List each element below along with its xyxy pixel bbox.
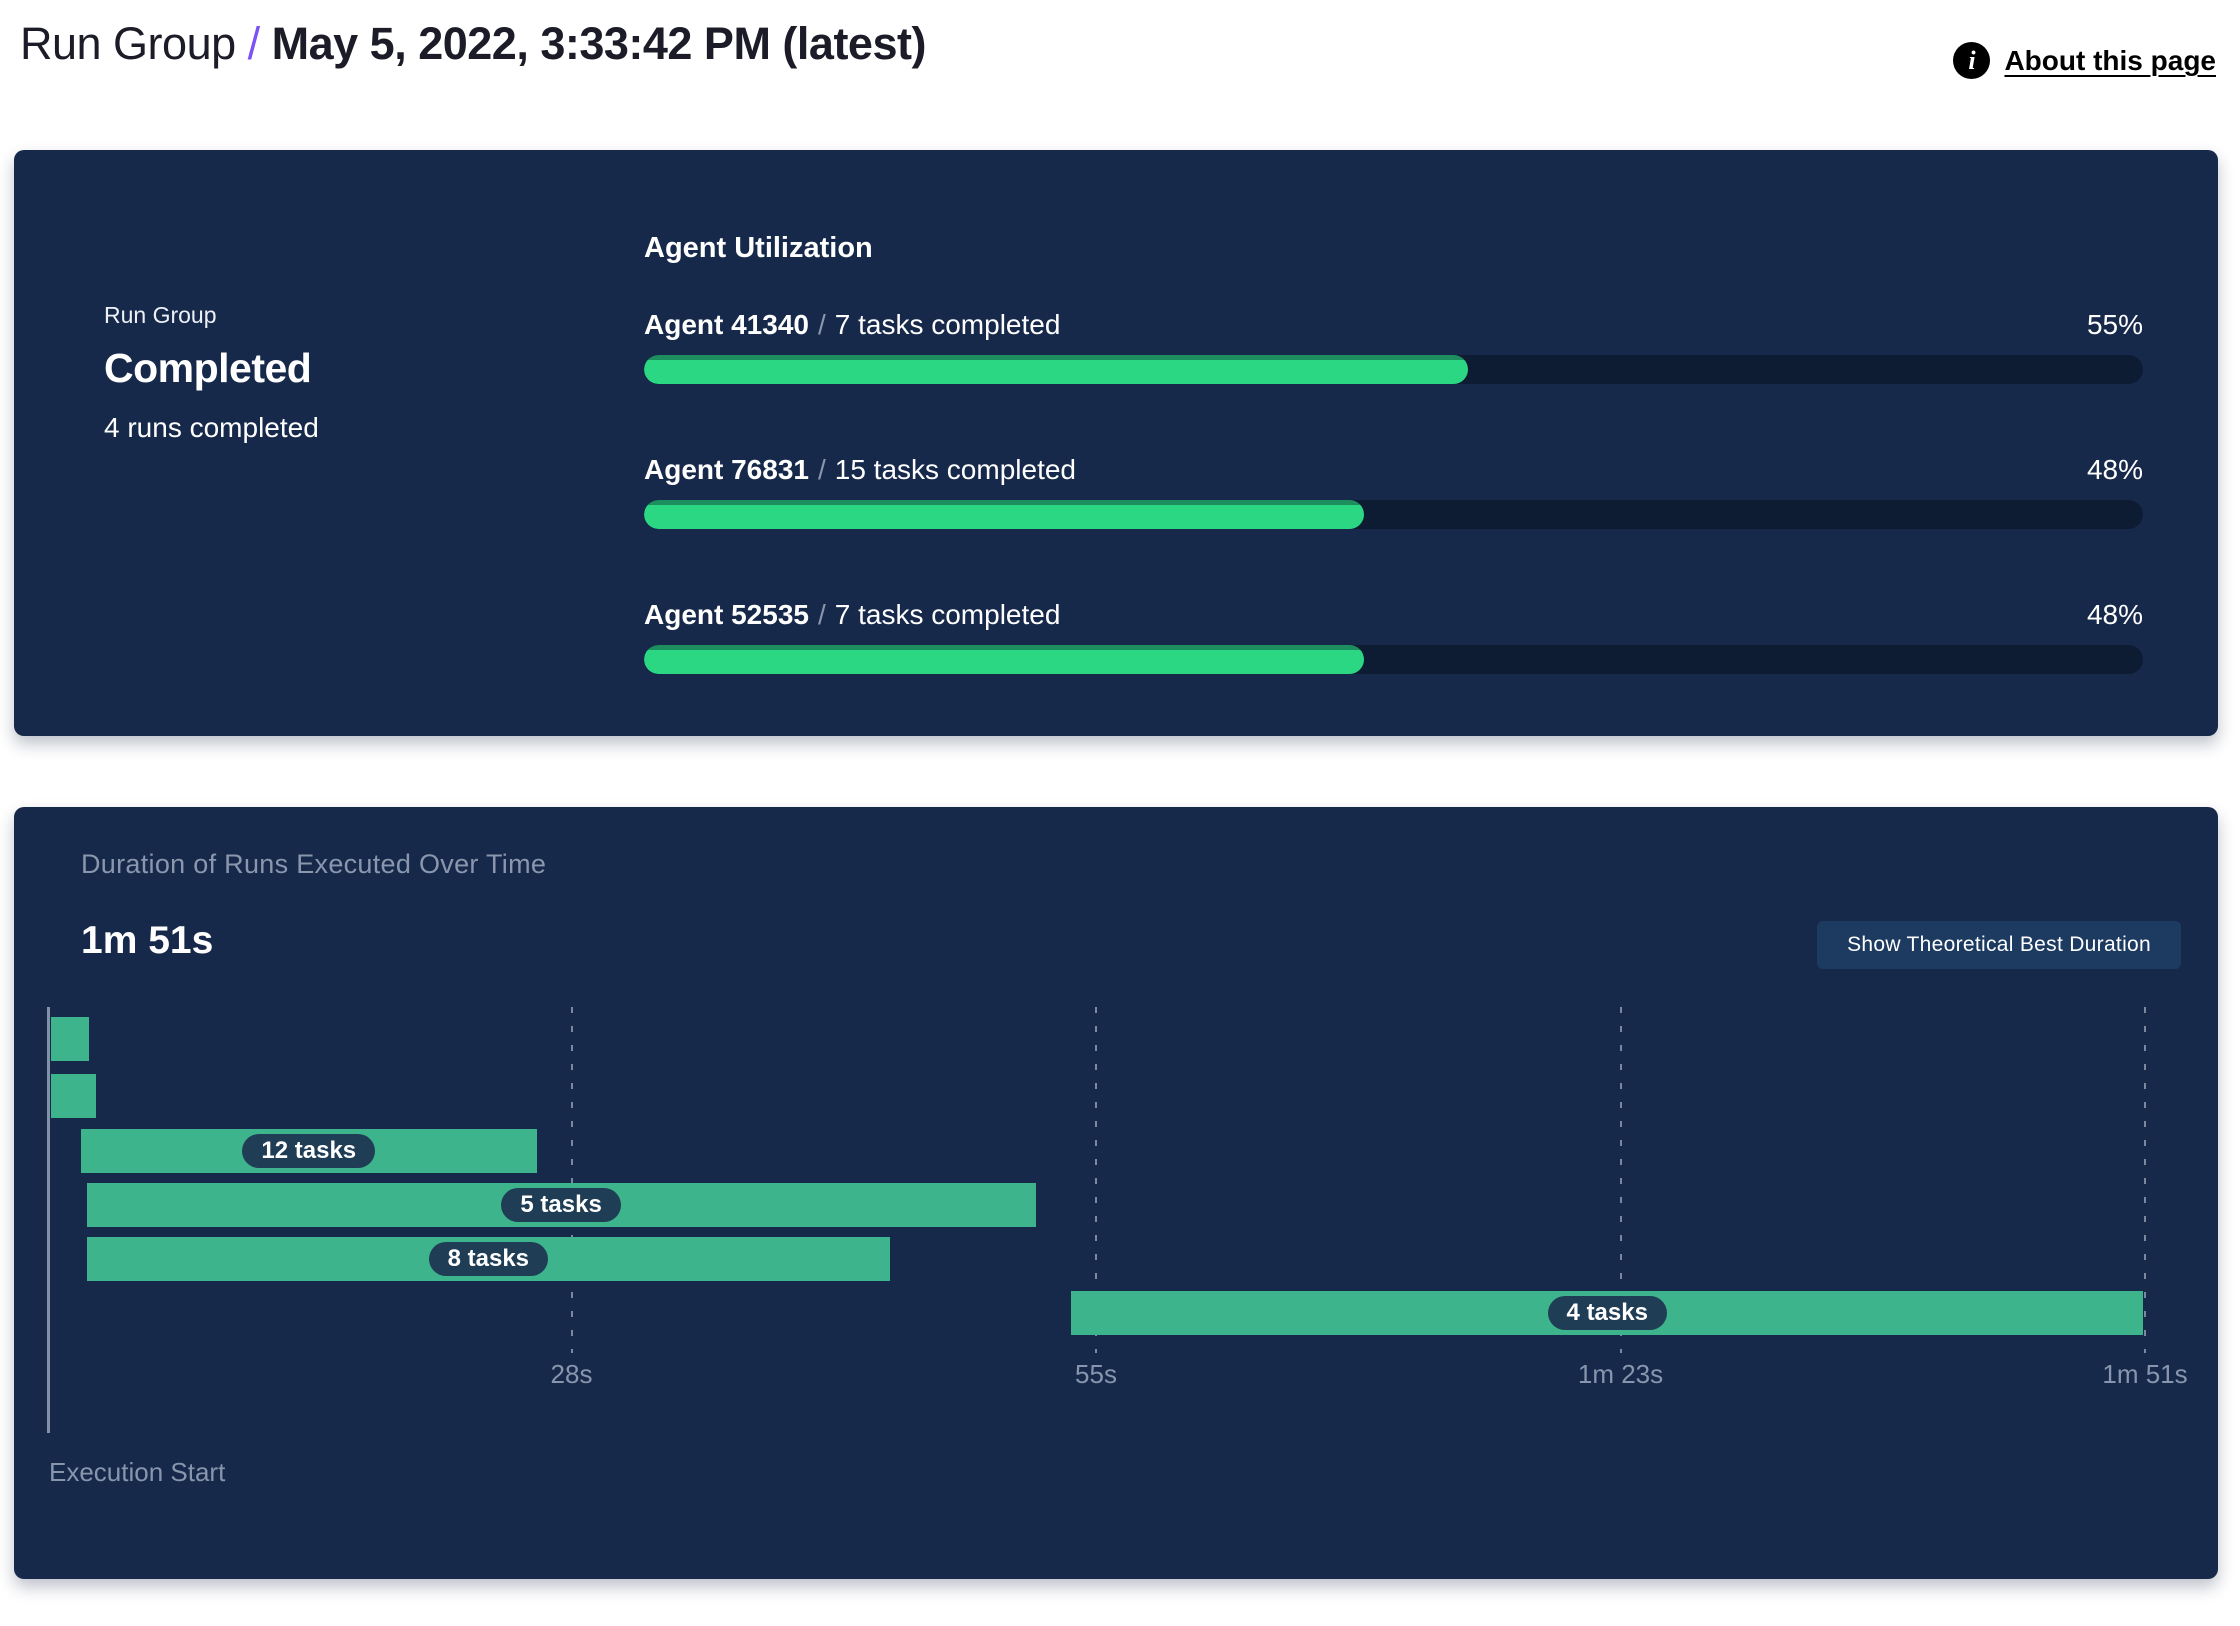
run-group-status-block: Run Group Completed 4 runs completed bbox=[104, 232, 644, 736]
total-duration-value: 1m 51s bbox=[81, 919, 214, 962]
agent-row: Agent 52535 / 7 tasks completed 48% bbox=[644, 599, 2143, 674]
execution-start-axis-line bbox=[47, 1007, 50, 1433]
axis-tick-label: 1m 23s bbox=[1577, 1359, 1664, 1389]
agent-label: Agent 52535 / 7 tasks completed bbox=[644, 599, 1060, 631]
agent-name: Agent 52535 bbox=[644, 599, 809, 630]
agent-row: Agent 76831 / 15 tasks completed 48% bbox=[644, 454, 2143, 529]
axis-tick-label: 28s bbox=[550, 1359, 593, 1389]
agent-utilization-bar-fill bbox=[644, 355, 1469, 384]
page-title: May 5, 2022, 3:33:42 PM (latest) bbox=[271, 18, 927, 69]
gridline-1m23s bbox=[1619, 1007, 1622, 1353]
gantt-bar-run-6[interactable]: 4 tasks bbox=[1071, 1291, 2144, 1335]
agent-utilization-percent: 48% bbox=[2086, 454, 2143, 485]
agent-label-separator: / bbox=[817, 309, 826, 340]
agent-label: Agent 41340 / 7 tasks completed bbox=[644, 309, 1060, 341]
agent-utilization-percent: 48% bbox=[2086, 599, 2143, 630]
agent-utilization-bar-track bbox=[644, 500, 2143, 529]
breadcrumb-run-group: Run Group bbox=[20, 18, 236, 69]
agent-utilization-section: Agent Utilization Agent 41340 / 7 tasks co… bbox=[644, 232, 2143, 736]
axis-tick-label: 1m 51s bbox=[2102, 1359, 2188, 1389]
info-icon: i bbox=[1953, 42, 1991, 79]
agent-name: Agent 76831 bbox=[644, 454, 809, 485]
breadcrumb: Run Group / May 5, 2022, 3:33:42 PM (lates… bbox=[20, 16, 926, 72]
breadcrumb-separator: / bbox=[247, 18, 261, 69]
run-group-summary-panel: Run Group Completed 4 runs completed Age… bbox=[14, 150, 2218, 736]
agent-utilization-bar-fill bbox=[644, 500, 1364, 529]
gridline-28s bbox=[570, 1007, 573, 1353]
gantt-bar-task-count: 12 tasks bbox=[242, 1134, 376, 1168]
duration-chart-title: Duration of Runs Executed Over Time bbox=[81, 849, 547, 879]
gantt-bar-run-4[interactable]: 5 tasks bbox=[86, 1183, 1036, 1227]
agent-utilization-bar-track bbox=[644, 645, 2143, 674]
agent-utilization-bar-fill bbox=[644, 645, 1364, 674]
agent-row: Agent 41340 / 7 tasks completed 55% bbox=[644, 309, 2143, 384]
gridline-55s bbox=[1095, 1007, 1097, 1353]
gantt-bar-run-5[interactable]: 8 tasks bbox=[86, 1237, 890, 1281]
page-header: Run Group / May 5, 2022, 3:33:42 PM (lates… bbox=[0, 0, 2240, 132]
agent-utilization-bar-track bbox=[644, 355, 2143, 384]
runs-completed-text: 4 runs completed bbox=[104, 412, 319, 443]
gantt-bar-task-count: 5 tasks bbox=[501, 1188, 621, 1222]
show-theoretical-best-duration-button[interactable]: Show Theoretical Best Duration bbox=[1817, 921, 2181, 969]
duration-gantt-chart: 12 tasks 5 tasks 8 tasks 4 tasks 28s 55s… bbox=[47, 1007, 2188, 1507]
execution-start-label: Execution Start bbox=[49, 1457, 226, 1487]
gantt-bar-run-2[interactable] bbox=[50, 1074, 97, 1118]
gantt-bar-run-1[interactable] bbox=[50, 1017, 89, 1061]
about-this-page-link[interactable]: i About this page bbox=[1953, 42, 2216, 79]
agent-tasks-completed: 7 tasks completed bbox=[834, 309, 1061, 340]
agent-label-separator: / bbox=[817, 599, 826, 630]
gridline-1m51s bbox=[2144, 1007, 2146, 1353]
agent-name: Agent 41340 bbox=[644, 309, 809, 340]
agent-utilization-percent: 55% bbox=[2086, 309, 2143, 340]
agent-tasks-completed: 7 tasks completed bbox=[834, 599, 1061, 630]
duration-panel: Duration of Runs Executed Over Time 1m 5… bbox=[14, 807, 2218, 1579]
about-this-page-label: About this page bbox=[2004, 44, 2216, 76]
gantt-bar-task-count: 4 tasks bbox=[1547, 1296, 1667, 1330]
agent-utilization-title: Agent Utilization bbox=[644, 232, 873, 264]
run-group-label: Run Group bbox=[104, 302, 217, 328]
axis-tick-label: 55s bbox=[1075, 1359, 1117, 1389]
gantt-bar-run-3[interactable]: 12 tasks bbox=[81, 1129, 537, 1173]
agent-tasks-completed: 15 tasks completed bbox=[834, 454, 1076, 485]
run-group-status-value: Completed bbox=[104, 345, 312, 391]
agent-label-separator: / bbox=[817, 454, 826, 485]
gantt-bar-task-count: 8 tasks bbox=[428, 1242, 549, 1276]
agent-label: Agent 76831 / 15 tasks completed bbox=[644, 454, 1076, 486]
